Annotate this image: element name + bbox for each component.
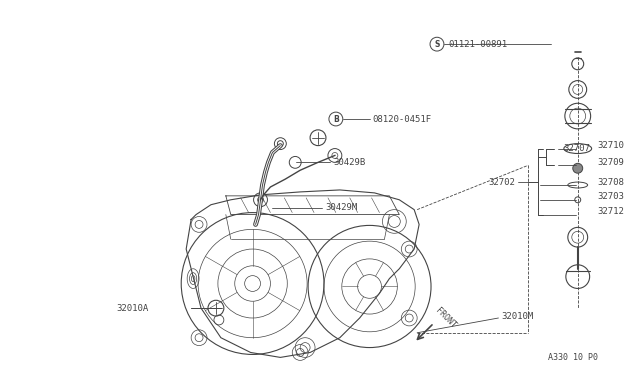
Text: 32709: 32709 (598, 158, 625, 167)
Text: 30429M: 30429M (325, 203, 357, 212)
Text: 01121-00891: 01121-00891 (448, 40, 507, 49)
Circle shape (573, 163, 582, 173)
Text: B: B (333, 115, 339, 124)
Text: 32708: 32708 (598, 177, 625, 187)
Text: A330 10 P0: A330 10 P0 (548, 353, 598, 362)
Text: 08120-0451F: 08120-0451F (372, 115, 431, 124)
Text: 32710: 32710 (598, 141, 625, 150)
Text: 30429B: 30429B (333, 158, 365, 167)
Text: 32707: 32707 (563, 144, 589, 153)
Text: FRONT: FRONT (434, 306, 458, 330)
Text: 32010M: 32010M (501, 311, 534, 321)
Text: 32703: 32703 (598, 192, 625, 201)
Text: 32702: 32702 (488, 177, 515, 187)
Text: 32712: 32712 (598, 207, 625, 216)
Text: 32010A: 32010A (116, 304, 149, 312)
Text: S: S (435, 40, 440, 49)
